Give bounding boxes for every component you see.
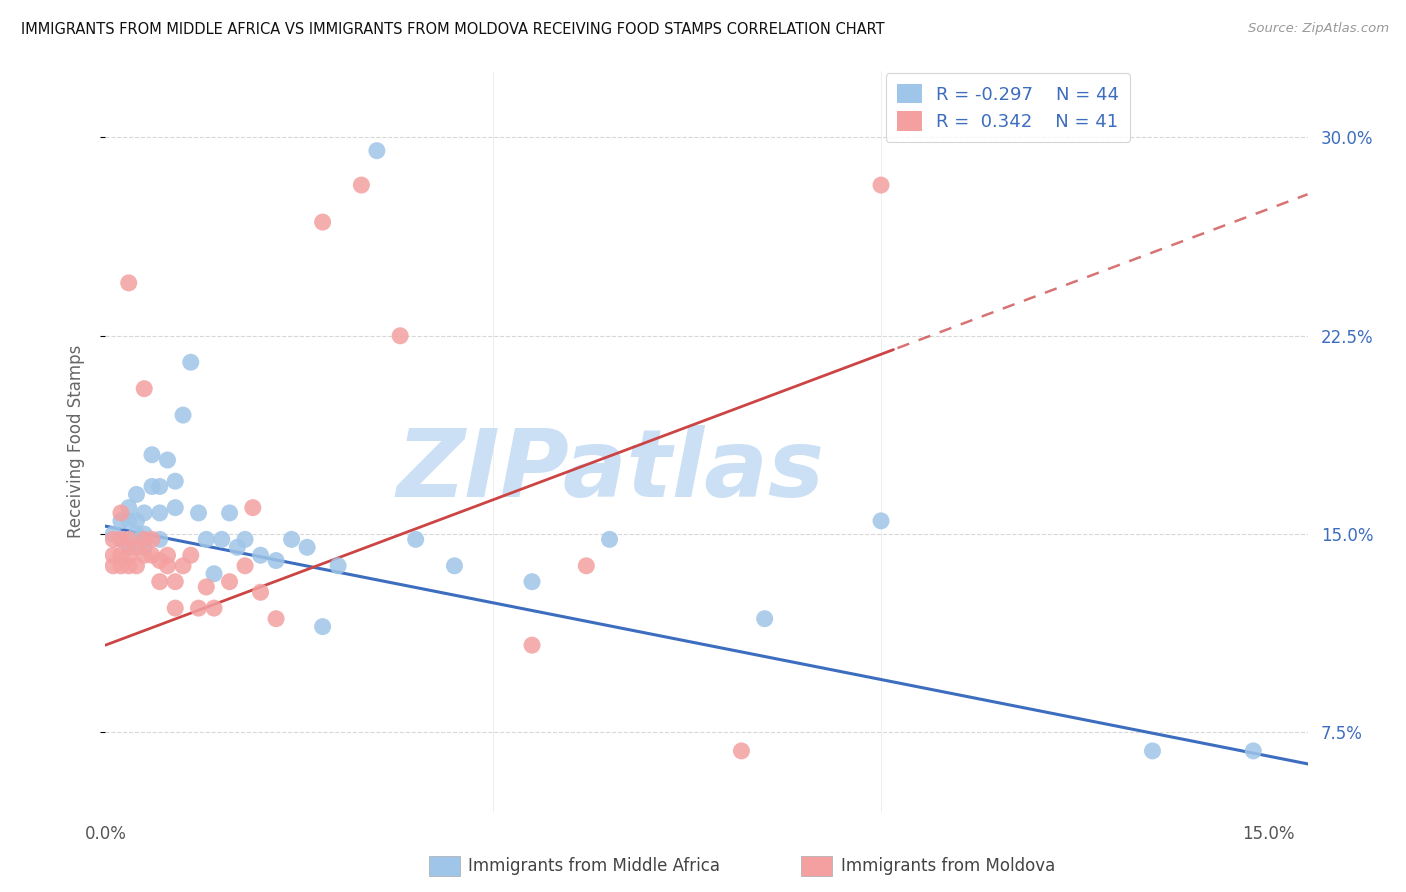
Point — [134, 527, 156, 541]
Point — [118, 558, 141, 573]
Point — [264, 553, 287, 567]
Point — [311, 619, 333, 633]
Point — [165, 574, 187, 589]
Point — [141, 448, 163, 462]
Point — [443, 558, 465, 573]
Text: Immigrants from Moldova: Immigrants from Moldova — [841, 857, 1054, 875]
Point — [233, 533, 256, 547]
Point — [141, 548, 163, 562]
Point — [110, 514, 132, 528]
Point — [118, 514, 141, 528]
Point — [125, 487, 148, 501]
Point — [1241, 744, 1264, 758]
Point — [366, 144, 388, 158]
Point — [389, 328, 412, 343]
Point — [149, 574, 172, 589]
Text: IMMIGRANTS FROM MIDDLE AFRICA VS IMMIGRANTS FROM MOLDOVA RECEIVING FOOD STAMPS C: IMMIGRANTS FROM MIDDLE AFRICA VS IMMIGRA… — [21, 22, 884, 37]
Point — [575, 558, 598, 573]
Point — [280, 533, 302, 547]
Point — [202, 566, 225, 581]
Point — [110, 558, 132, 573]
Point — [110, 533, 132, 547]
Point — [125, 558, 148, 573]
Point — [141, 479, 163, 493]
Point — [172, 408, 194, 422]
Point — [202, 601, 225, 615]
Point — [520, 574, 543, 589]
Text: ZIPatlas: ZIPatlas — [396, 425, 824, 517]
Point — [134, 533, 156, 547]
Point — [1142, 744, 1164, 758]
Point — [134, 382, 156, 396]
Point — [118, 533, 141, 547]
Text: Source: ZipAtlas.com: Source: ZipAtlas.com — [1249, 22, 1389, 36]
Point — [134, 541, 156, 555]
Point — [110, 533, 132, 547]
Point — [149, 479, 172, 493]
Y-axis label: Receiving Food Stamps: Receiving Food Stamps — [66, 345, 84, 538]
Point — [165, 500, 187, 515]
Point — [110, 506, 132, 520]
Point — [125, 527, 148, 541]
Point — [156, 453, 179, 467]
Point — [149, 553, 172, 567]
Point — [295, 541, 318, 555]
Point — [405, 533, 427, 547]
Point — [187, 506, 209, 520]
Point — [165, 474, 187, 488]
Point — [249, 548, 271, 562]
Point — [156, 558, 179, 573]
Point — [125, 514, 148, 528]
Point — [187, 601, 209, 615]
Point — [233, 558, 256, 573]
Point — [125, 541, 148, 555]
Point — [118, 548, 141, 562]
Point — [242, 500, 264, 515]
Point — [195, 533, 218, 547]
Point — [118, 276, 141, 290]
Point — [134, 548, 156, 562]
Point — [180, 548, 202, 562]
Point — [172, 558, 194, 573]
Point — [218, 506, 240, 520]
Point — [870, 178, 893, 192]
Point — [103, 558, 125, 573]
Point — [149, 506, 172, 520]
Point — [350, 178, 373, 192]
Point — [165, 601, 187, 615]
Point — [118, 500, 141, 515]
Point — [870, 514, 893, 528]
Point — [211, 533, 233, 547]
Point — [754, 612, 776, 626]
Text: Immigrants from Middle Africa: Immigrants from Middle Africa — [468, 857, 720, 875]
Point — [264, 612, 287, 626]
Point — [103, 548, 125, 562]
Point — [730, 744, 752, 758]
Point — [103, 527, 125, 541]
Point — [226, 541, 249, 555]
Point — [134, 506, 156, 520]
Point — [326, 558, 349, 573]
Point — [195, 580, 218, 594]
Point — [218, 574, 240, 589]
Point — [249, 585, 271, 599]
Point — [149, 533, 172, 547]
Legend: R = -0.297    N = 44, R =  0.342    N = 41: R = -0.297 N = 44, R = 0.342 N = 41 — [886, 73, 1130, 142]
Point — [141, 533, 163, 547]
Point — [156, 548, 179, 562]
Point — [118, 541, 141, 555]
Point — [599, 533, 621, 547]
Point — [110, 548, 132, 562]
Point — [180, 355, 202, 369]
Point — [311, 215, 333, 229]
Point — [520, 638, 543, 652]
Point — [103, 533, 125, 547]
